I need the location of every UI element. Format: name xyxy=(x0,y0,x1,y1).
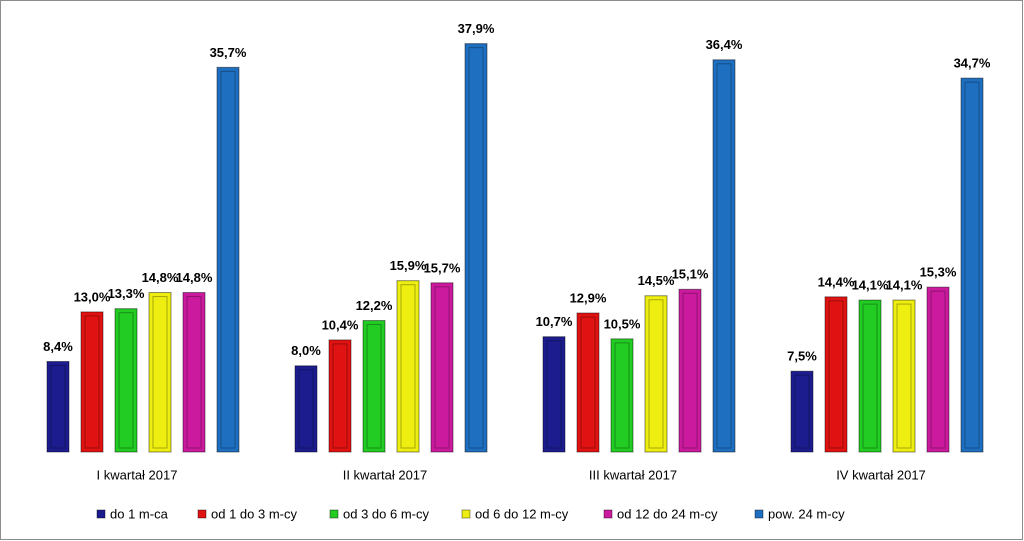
value-label: 15,9% xyxy=(390,258,427,273)
legend-label: od 6 do 12 m-cy xyxy=(475,506,569,521)
legend-swatch xyxy=(754,509,764,519)
bar-bevel xyxy=(434,286,450,449)
bar xyxy=(960,77,984,453)
bar-bevel xyxy=(930,290,946,449)
legend-swatch xyxy=(603,509,613,519)
bar xyxy=(610,338,634,453)
value-label: 12,9% xyxy=(570,290,607,305)
bar-bevel xyxy=(896,303,912,449)
value-label: 13,0% xyxy=(74,289,111,304)
legend-label: od 12 do 24 m-cy xyxy=(617,506,718,521)
bar xyxy=(294,365,318,453)
value-label: 15,3% xyxy=(920,265,957,280)
value-label: 34,7% xyxy=(954,56,991,71)
bar-bevel xyxy=(546,340,562,449)
legend-label: od 1 do 3 m-cy xyxy=(211,506,297,521)
value-label: 7,5% xyxy=(787,349,817,364)
value-label: 36,4% xyxy=(706,37,743,52)
bar-bevel xyxy=(366,324,382,449)
x-tick-label: III kwartał 2017 xyxy=(589,467,677,482)
bar-bevel xyxy=(468,47,484,449)
bar xyxy=(678,288,702,453)
legend-swatch xyxy=(197,509,207,519)
legend-label: od 3 do 6 m-cy xyxy=(343,506,429,521)
bar-bevel xyxy=(118,312,134,449)
value-label: 10,7% xyxy=(536,314,573,329)
bar xyxy=(464,43,488,453)
value-label: 12,2% xyxy=(356,298,393,313)
value-label: 35,7% xyxy=(210,45,247,60)
legend-swatch xyxy=(461,509,471,519)
legend-swatch xyxy=(96,509,106,519)
x-tick-label: I kwartał 2017 xyxy=(97,467,178,482)
bar-bevel xyxy=(400,284,416,449)
bar-bevel xyxy=(580,316,596,449)
bar xyxy=(576,312,600,453)
x-tick-label: IV kwartał 2017 xyxy=(836,467,926,482)
bar-bevel xyxy=(152,296,168,449)
value-label: 10,4% xyxy=(322,317,359,332)
bar-bevel xyxy=(794,374,810,449)
bar-bevel xyxy=(614,342,630,449)
value-label: 37,9% xyxy=(458,21,495,36)
value-label: 15,1% xyxy=(672,267,709,282)
legend-label: do 1 m-ca xyxy=(110,506,169,521)
bar xyxy=(148,292,172,453)
bar xyxy=(644,295,668,453)
value-label: 13,3% xyxy=(108,286,145,301)
x-tick-label: II kwartał 2017 xyxy=(343,467,428,482)
bar-bevel xyxy=(220,70,236,449)
value-label: 14,1% xyxy=(886,278,923,293)
bar xyxy=(362,320,386,453)
bar-bevel xyxy=(682,292,698,449)
value-label: 14,1% xyxy=(852,278,889,293)
value-label: 8,0% xyxy=(291,343,321,358)
bar xyxy=(430,282,454,453)
bar xyxy=(542,336,566,453)
bar xyxy=(182,292,206,453)
bar-bevel xyxy=(716,63,732,449)
bar xyxy=(114,308,138,453)
bar xyxy=(712,59,736,453)
value-label: 8,4% xyxy=(43,339,73,354)
bar xyxy=(216,66,240,453)
bar xyxy=(396,280,420,453)
bar-bevel xyxy=(332,343,348,449)
bar xyxy=(46,360,70,453)
bar-bevel xyxy=(84,315,100,449)
bar-bevel xyxy=(862,303,878,449)
bar xyxy=(892,299,916,453)
bar-bevel xyxy=(298,369,314,449)
bar xyxy=(80,311,104,453)
bar-bevel xyxy=(50,364,66,449)
value-label: 14,8% xyxy=(176,270,213,285)
bar-bevel xyxy=(964,81,980,449)
value-label: 14,5% xyxy=(638,273,675,288)
value-label: 14,8% xyxy=(142,270,179,285)
bar-bevel xyxy=(648,299,664,449)
bar-bevel xyxy=(828,300,844,449)
bar xyxy=(824,296,848,453)
bar xyxy=(926,286,950,453)
bar-bevel xyxy=(186,296,202,449)
value-label: 10,5% xyxy=(604,316,641,331)
legend-swatch xyxy=(329,509,339,519)
value-label: 14,4% xyxy=(818,274,855,289)
bar xyxy=(790,370,814,453)
bar xyxy=(858,299,882,453)
legend-label: pow. 24 m-cy xyxy=(768,506,845,521)
bar xyxy=(328,339,352,453)
value-label: 15,7% xyxy=(424,260,461,275)
